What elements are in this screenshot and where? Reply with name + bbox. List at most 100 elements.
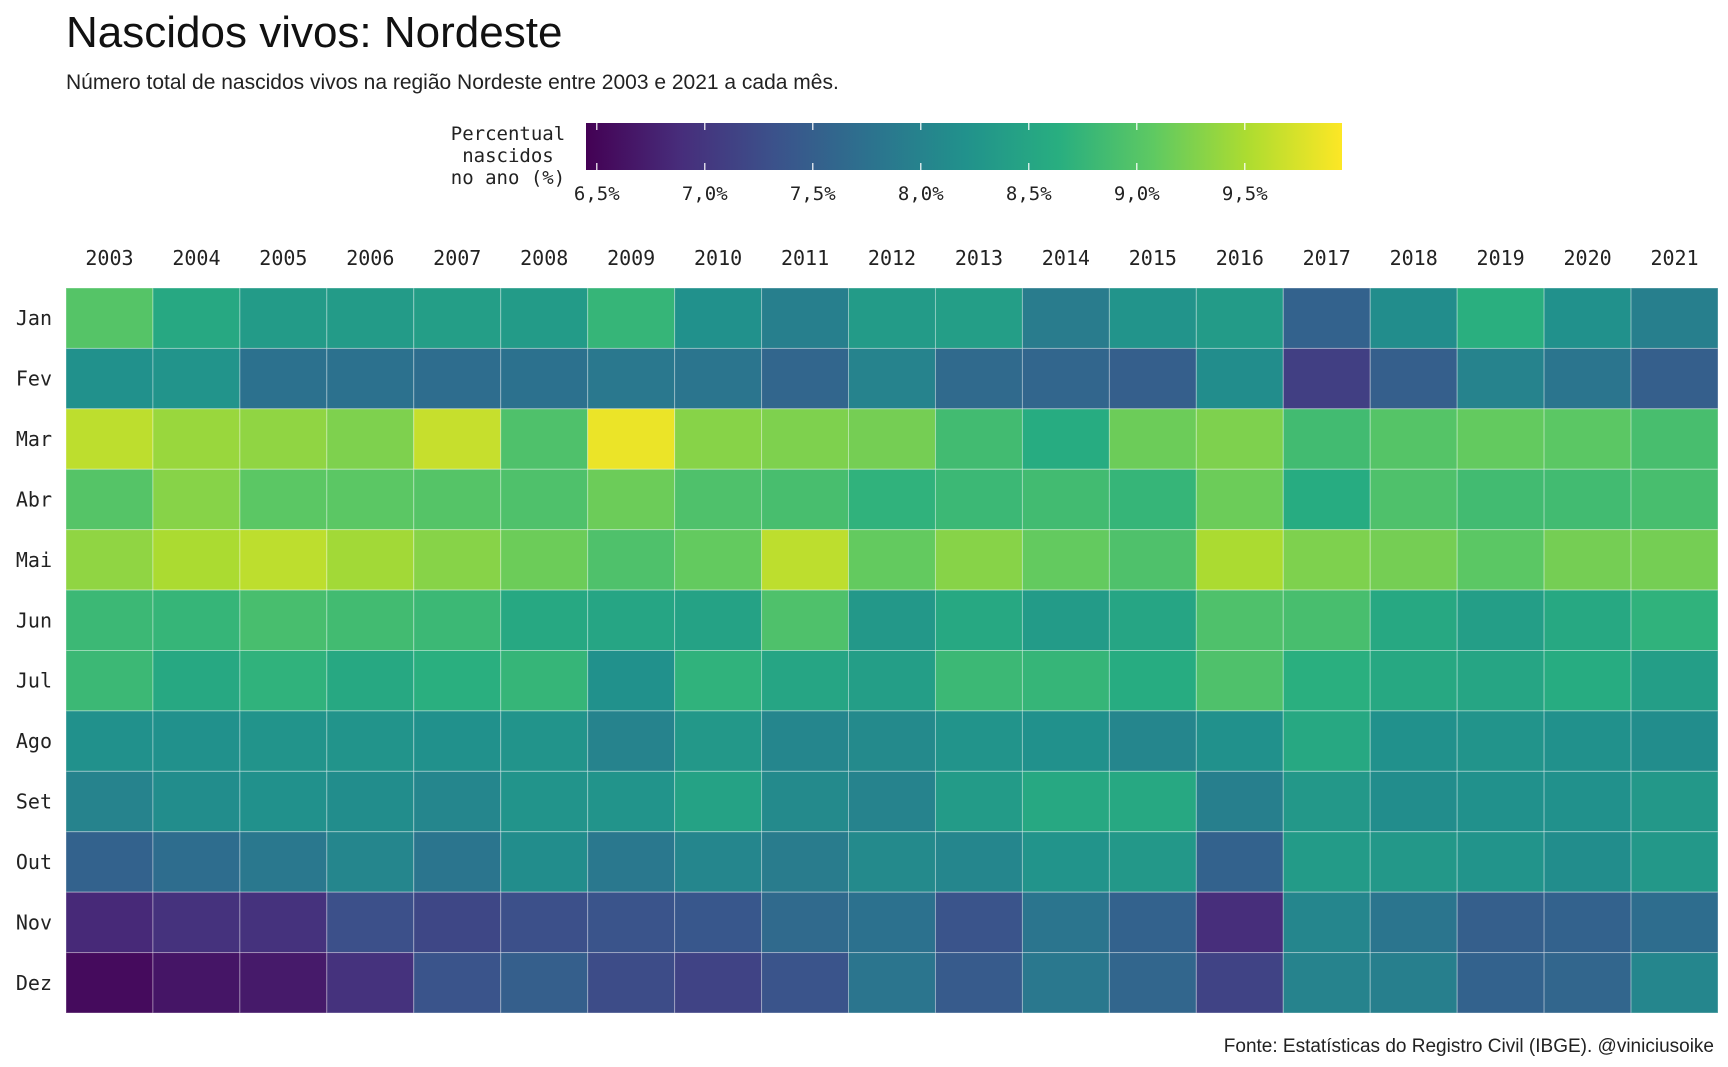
heatmap-cell	[934, 650, 1023, 712]
heatmap-cell	[1456, 831, 1545, 893]
heatmap-cell	[1021, 770, 1110, 833]
heatmap-cell	[1369, 347, 1458, 410]
heatmap-cell	[500, 952, 589, 1014]
heatmap-cell	[761, 408, 850, 470]
heatmap-cell	[413, 831, 502, 893]
y-axis-labels: Jan Fev Mar Abr Mai Jun Jul Ago Set Out Nov Dez	[16, 306, 52, 995]
heatmap-cell	[1108, 347, 1197, 410]
heatmap-cell	[239, 831, 328, 893]
heatmap-cell	[1630, 287, 1719, 349]
heatmap-cell	[413, 347, 502, 410]
heatmap-cell	[500, 287, 589, 349]
heatmap-cell	[152, 831, 241, 893]
heatmap-cell	[1630, 650, 1719, 712]
heatmap-cell	[326, 952, 415, 1014]
y-tick-label: Nov	[16, 910, 52, 934]
heatmap-cell	[152, 710, 241, 772]
heatmap-cell	[1369, 589, 1458, 651]
heatmap-cell	[934, 710, 1023, 772]
heatmap-cell	[848, 891, 936, 954]
heatmap-cell	[239, 529, 328, 591]
heatmap-cell	[152, 589, 241, 651]
heatmap-cell	[1456, 287, 1545, 349]
x-tick-label: 2006	[346, 246, 394, 270]
heatmap-cell	[674, 287, 763, 349]
heatmap-cell	[152, 347, 241, 410]
y-tick-label: Ago	[16, 729, 52, 753]
heatmap-cell	[934, 891, 1023, 954]
heatmap-cell	[239, 347, 328, 410]
heatmap-cell	[326, 529, 415, 591]
heatmap-cell	[1456, 952, 1545, 1014]
heatmap-cell	[674, 831, 763, 893]
heatmap-cell	[413, 287, 502, 349]
heatmap-cell	[848, 287, 936, 349]
heatmap-cell	[1630, 589, 1719, 651]
heatmap-cell	[587, 891, 676, 954]
heatmap-cell	[500, 408, 589, 470]
x-tick-label: 2004	[172, 246, 220, 270]
heatmap-cell	[413, 408, 502, 470]
heatmap-cell	[326, 831, 415, 893]
heatmap-cell	[761, 770, 850, 833]
heatmap-cell	[1108, 952, 1197, 1014]
heatmap-cell	[239, 650, 328, 712]
chart-subtitle: Número total de nascidos vivos na região…	[66, 71, 839, 94]
heatmap-cell	[1456, 650, 1545, 712]
x-tick-label: 2019	[1477, 246, 1525, 270]
heatmap-cell	[674, 952, 763, 1014]
heatmap-cell	[1543, 589, 1632, 651]
y-tick-label: Fev	[16, 367, 52, 391]
heatmap-cell	[1369, 650, 1458, 712]
heatmap-cell	[326, 589, 415, 651]
heatmap-cell	[1282, 831, 1371, 893]
heatmap-cell	[65, 287, 154, 349]
heatmap-cell	[152, 287, 241, 349]
heatmap-cell	[500, 770, 589, 833]
heatmap-cell	[152, 891, 241, 954]
y-tick-label: Jan	[16, 306, 52, 330]
heatmap-cell	[1195, 529, 1284, 591]
heatmap-cell	[1021, 831, 1110, 893]
heatmap-cell	[65, 650, 154, 712]
heatmap-cell	[1282, 529, 1371, 591]
heatmap-cell	[1108, 891, 1197, 954]
heatmap-cell	[587, 831, 676, 893]
heatmap-cell	[587, 529, 676, 591]
heatmap-cell	[1108, 408, 1197, 470]
heatmap-cell	[848, 650, 936, 712]
heatmap-cell	[934, 529, 1023, 591]
heatmap-cell	[1021, 891, 1110, 954]
heatmap-cell	[848, 952, 936, 1014]
heatmap-cell	[761, 287, 850, 349]
heatmap-cell	[1195, 347, 1284, 410]
heatmap-cell	[1282, 650, 1371, 712]
heatmap-cell	[674, 891, 763, 954]
heatmap-cell	[587, 710, 676, 772]
heatmap-cell	[934, 770, 1023, 833]
heatmap-cell	[65, 952, 154, 1014]
heatmap-cell	[1543, 287, 1632, 349]
heatmap-cell	[674, 770, 763, 833]
heatmap-cell	[1108, 710, 1197, 772]
heatmap-cell	[1543, 650, 1632, 712]
heatmap-cell	[1282, 287, 1371, 349]
heatmap-cell	[934, 287, 1023, 349]
heatmap-cell	[500, 589, 589, 651]
heatmap-cell	[500, 529, 589, 591]
heatmap-cell	[587, 408, 676, 470]
y-tick-label: Mai	[16, 548, 52, 572]
heatmap-cell	[500, 347, 589, 410]
x-tick-label: 2017	[1303, 246, 1351, 270]
heatmap-cell	[500, 891, 589, 954]
heatmap-cell	[1282, 347, 1371, 410]
heatmap-cell	[65, 770, 154, 833]
heatmap-cell	[761, 468, 850, 531]
heatmap-cell	[848, 468, 936, 531]
heatmap-cell	[1195, 770, 1284, 833]
heatmap-cell	[1543, 529, 1632, 591]
x-tick-label: 2013	[955, 246, 1003, 270]
heatmap-cell	[1195, 710, 1284, 772]
heatmap-cell	[413, 650, 502, 712]
